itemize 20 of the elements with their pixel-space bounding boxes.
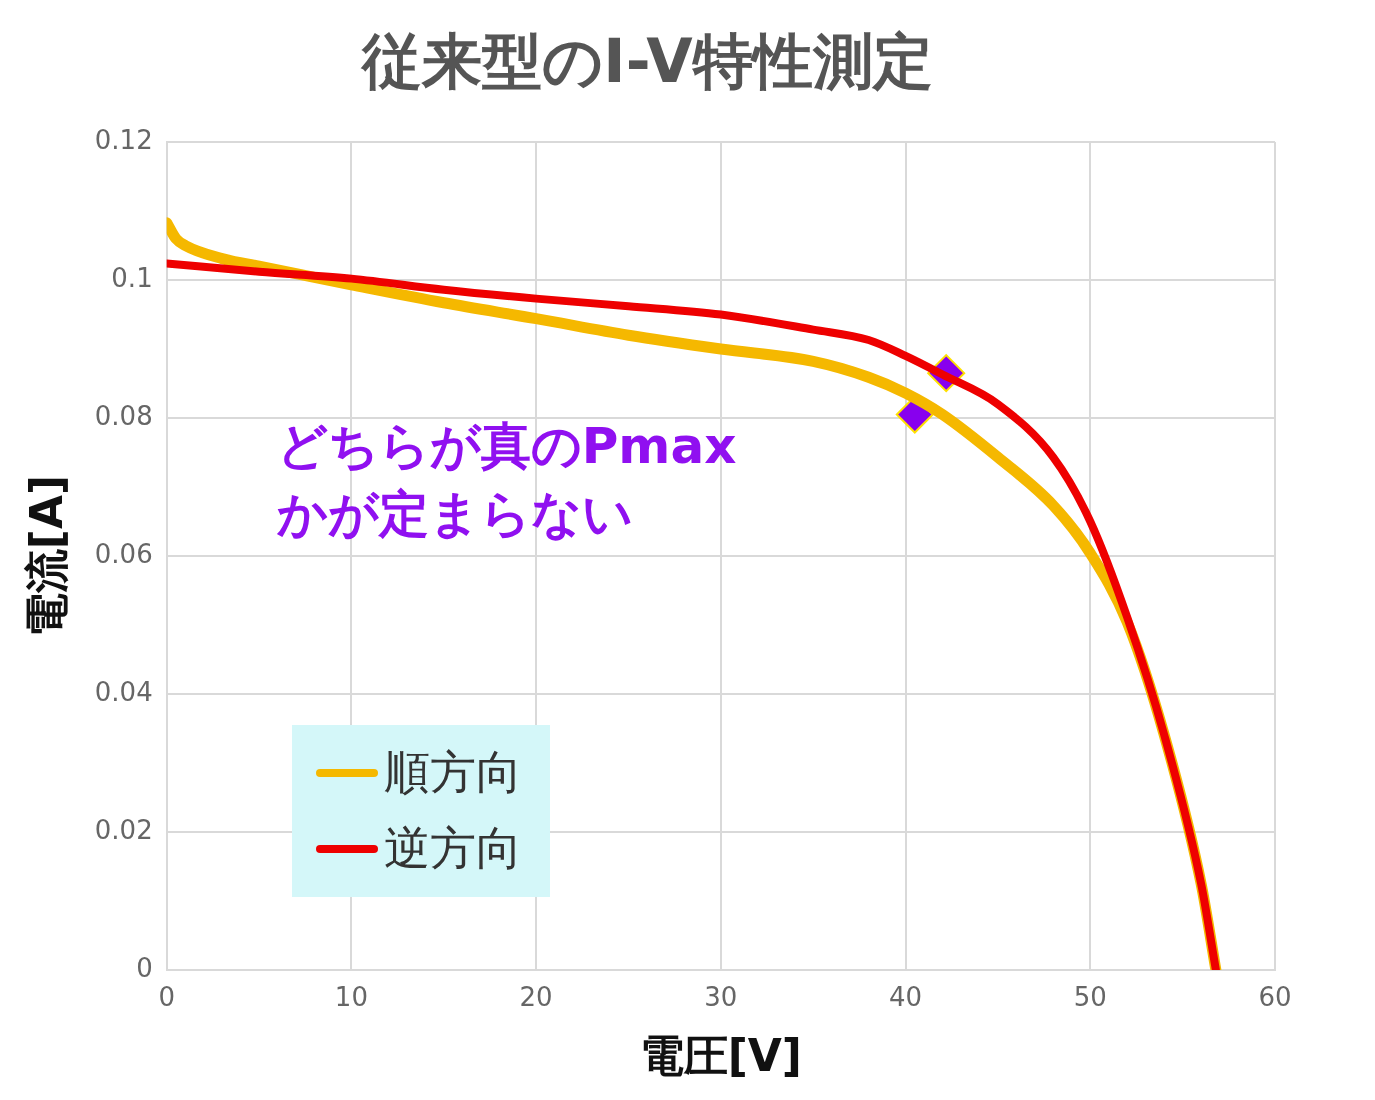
y-tick-label: 0.08 <box>94 400 153 431</box>
x-tick-label: 60 <box>1258 982 1292 1013</box>
x-tick-label: 0 <box>158 982 175 1013</box>
y-tick-label: 0.1 <box>111 262 153 293</box>
x-tick-label: 30 <box>704 982 738 1013</box>
x-axis-title: 電圧[V] <box>639 1030 802 1082</box>
x-tick-label: 20 <box>519 982 553 1013</box>
y-tick-label: 0.04 <box>94 676 153 707</box>
chart-title: 従来型のI-V特性測定 <box>360 25 933 96</box>
x-tick-label: 50 <box>1073 982 1107 1013</box>
legend-label: 順方向 <box>383 744 522 801</box>
x-tick-label: 40 <box>889 982 923 1013</box>
y-tick-label: 0 <box>136 952 153 983</box>
y-tick-label: 0.06 <box>94 538 153 569</box>
y-tick-label: 0.02 <box>94 814 153 845</box>
y-tick-label: 0.12 <box>94 124 153 155</box>
legend-label: 逆方向 <box>383 820 522 877</box>
annotation: どちらが真のPmax かが定まらない <box>276 416 737 545</box>
y-axis-title: 電流[A] <box>20 474 72 638</box>
x-tick-label: 10 <box>334 982 368 1013</box>
